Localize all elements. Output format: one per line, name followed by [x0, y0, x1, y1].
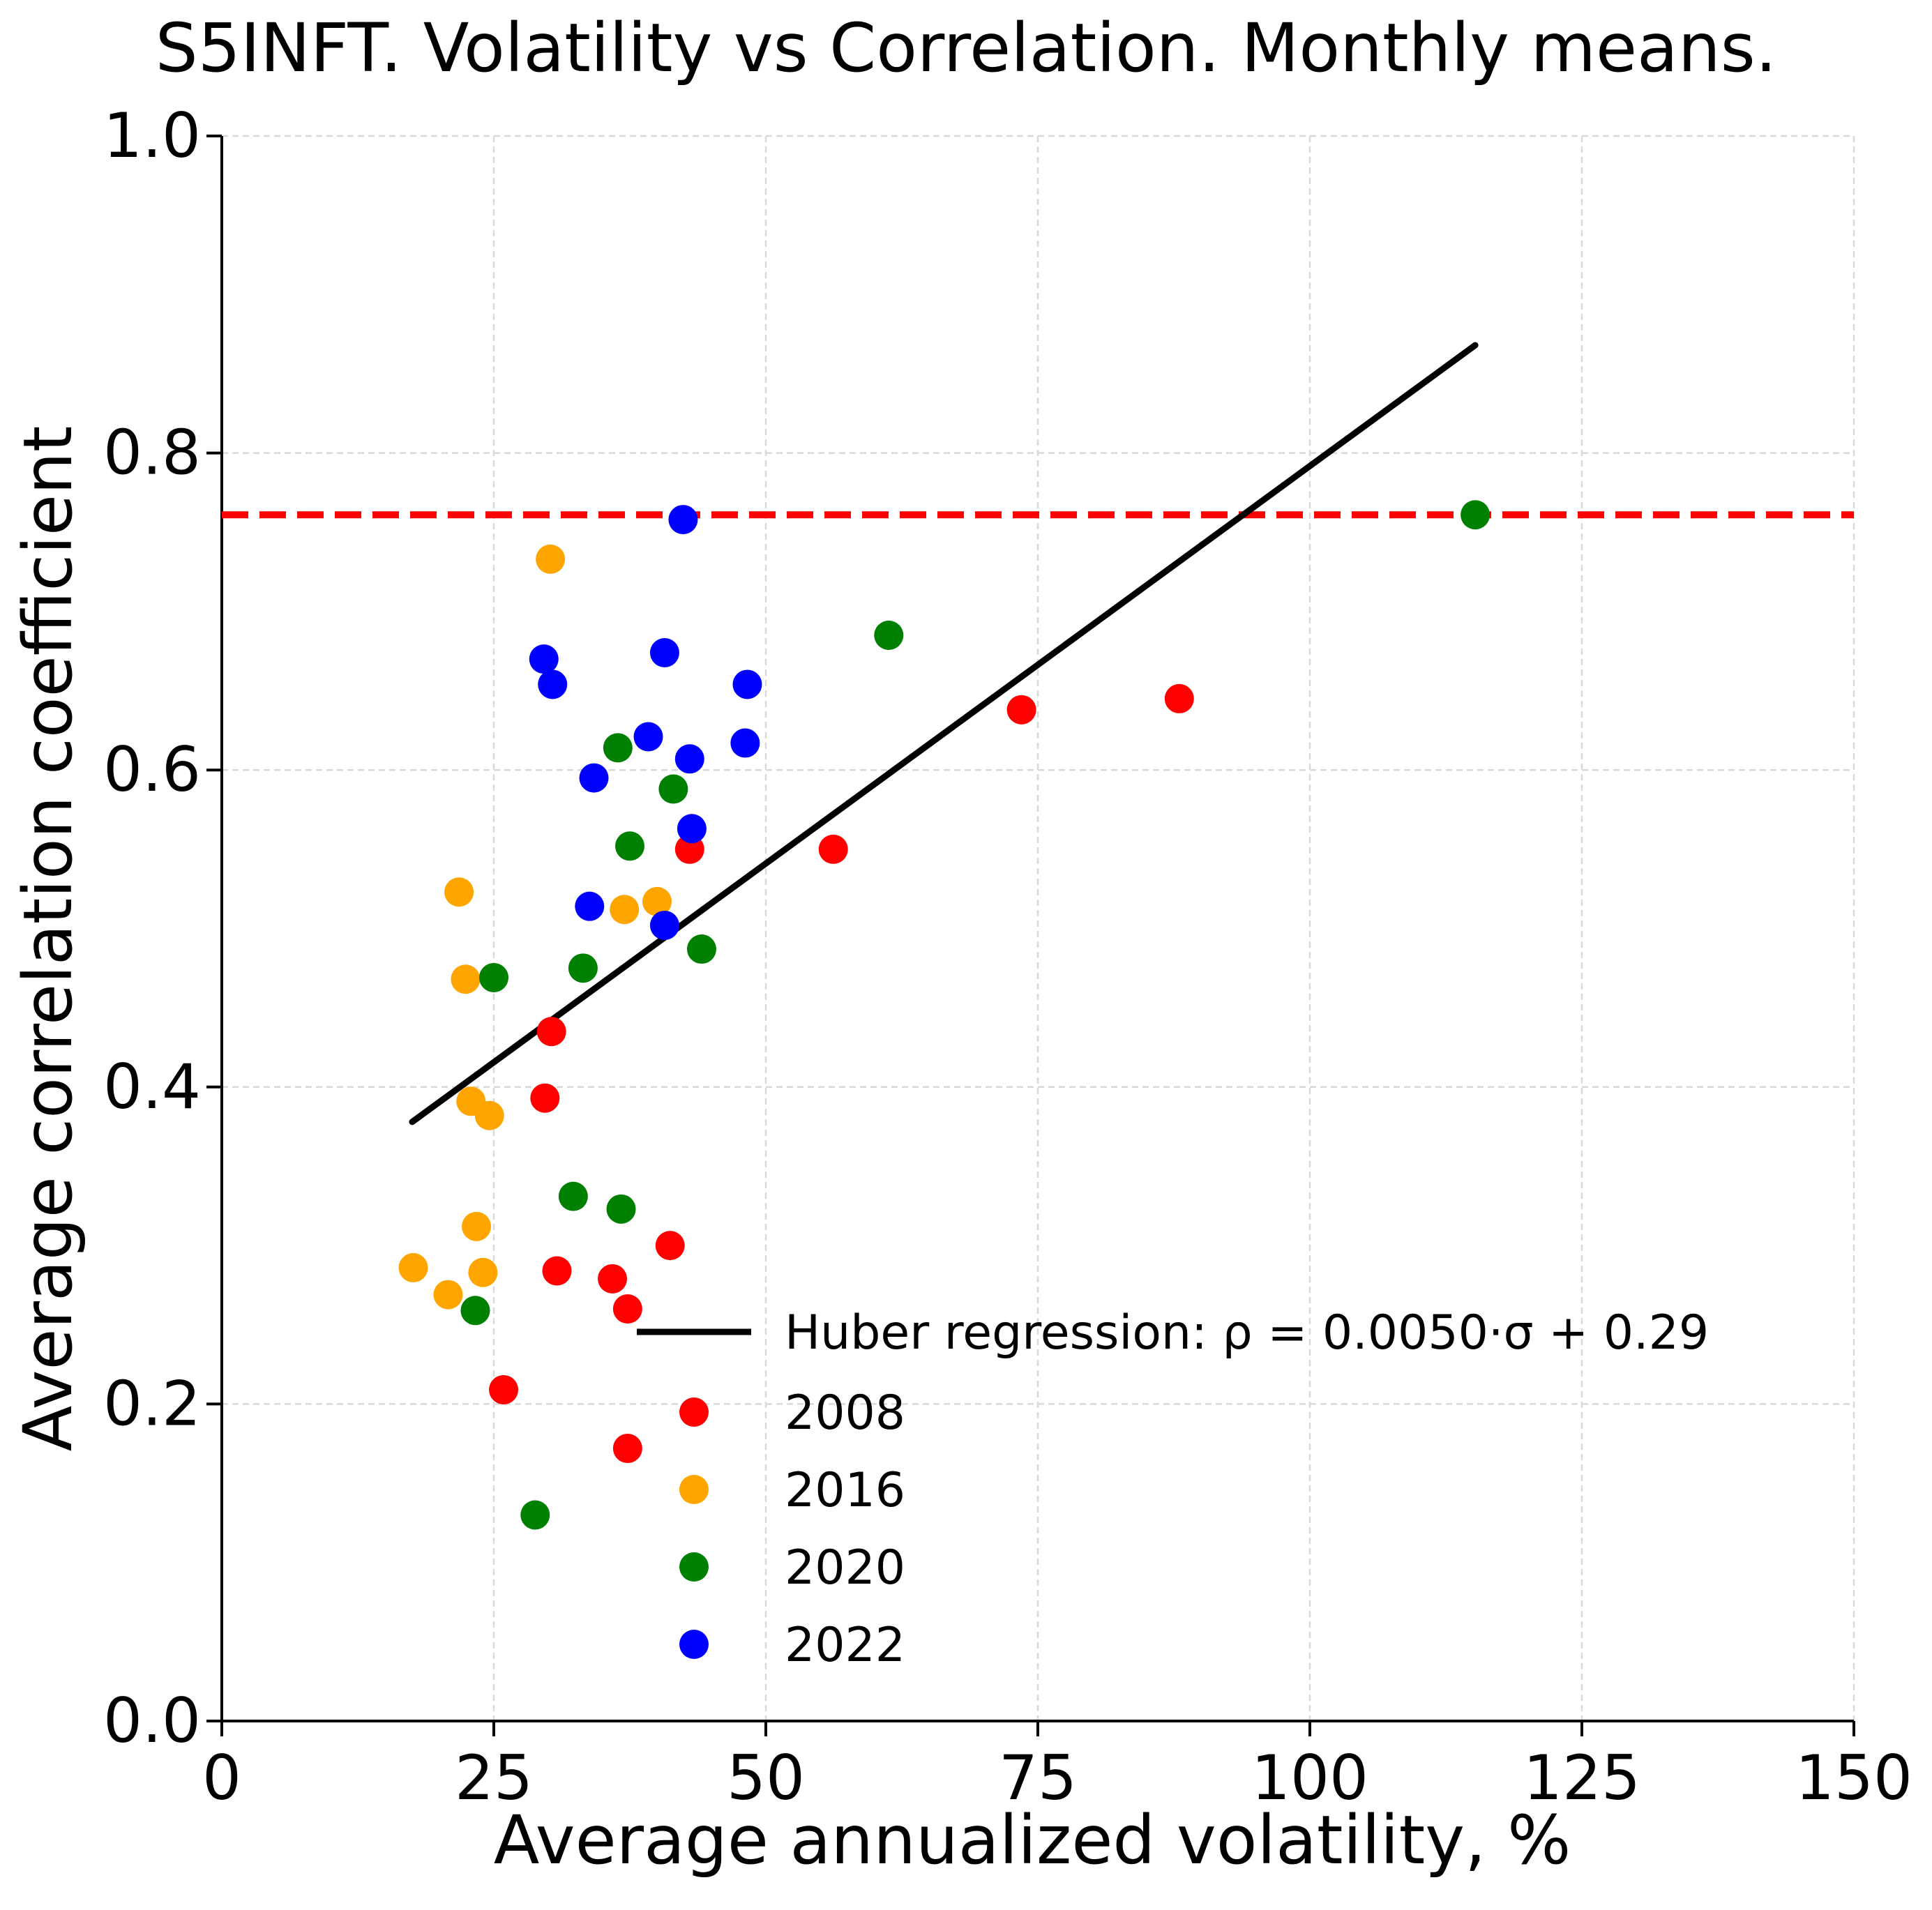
x-tick-label: 25: [455, 1742, 533, 1814]
legend-marker-2020: [679, 1552, 709, 1582]
data-point-2022: [575, 891, 605, 921]
regression-line: [409, 342, 1479, 1125]
y-tick-label: 0.8: [103, 417, 201, 489]
grid-lines: [220, 135, 1855, 1722]
data-point-2016: [642, 886, 672, 916]
data-point-2022: [633, 722, 663, 752]
y-axis-label: Average correlation coefficient: [9, 426, 87, 1452]
data-point-2022: [529, 644, 559, 674]
data-point-2020: [568, 953, 598, 983]
data-point-2022: [730, 728, 760, 758]
data-point-2022: [579, 763, 609, 793]
y-tick-label: 1.0: [103, 100, 201, 172]
series-2020: [460, 500, 1490, 1530]
data-point-2020: [615, 831, 644, 861]
data-point-2016: [462, 1211, 492, 1241]
axes-spines: [220, 136, 1854, 1722]
data-point-2008: [612, 1294, 642, 1324]
data-point-2022: [674, 744, 704, 774]
data-point-2008: [818, 834, 848, 864]
data-point-2020: [520, 1500, 550, 1530]
y-tick-labels: 0.0 0.2 0.4 0.6 0.8 1.0: [103, 100, 201, 1757]
legend-marker-2022: [679, 1630, 709, 1659]
data-point-2016: [474, 1100, 504, 1130]
data-point-2008: [1164, 683, 1194, 713]
regression-line-layer: [409, 342, 1479, 1125]
data-point-2022: [649, 637, 679, 667]
data-point-2016: [451, 964, 481, 994]
axis-ticks: [206, 135, 1855, 1736]
scatter-points: [398, 500, 1490, 1530]
data-point-2020: [460, 1296, 490, 1326]
data-point-2020: [658, 774, 688, 804]
legend-regression-label: Huber regression: ρ = 0.0050·σ + 0.29: [785, 1305, 1709, 1361]
y-tick-label: 0.4: [103, 1051, 201, 1123]
x-tick-label: 75: [999, 1742, 1077, 1814]
legend-label-2020: 2020: [785, 1540, 905, 1596]
x-tick-label: 150: [1795, 1742, 1912, 1814]
data-point-2016: [468, 1257, 498, 1287]
data-point-2008: [489, 1374, 519, 1404]
data-point-2020: [479, 962, 508, 992]
data-point-2016: [610, 895, 640, 925]
data-point-2016: [536, 544, 566, 574]
data-point-2008: [598, 1264, 628, 1294]
x-tick-label: 100: [1251, 1742, 1368, 1814]
data-point-2008: [530, 1083, 560, 1113]
data-point-2008: [542, 1256, 572, 1286]
y-tick-label: 0.2: [103, 1367, 201, 1439]
legend: Huber regression: ρ = 0.0050·σ + 0.29 200…: [637, 1305, 1709, 1673]
x-axis-label: Average annualized volatility, %: [494, 1801, 1571, 1879]
data-point-2008: [536, 1017, 566, 1047]
data-point-2020: [558, 1181, 588, 1211]
x-tick-label: 50: [727, 1742, 805, 1814]
data-point-2020: [606, 1194, 636, 1224]
data-point-2020: [603, 733, 633, 763]
data-point-2020: [1461, 500, 1490, 530]
legend-marker-2008: [679, 1397, 709, 1427]
data-point-2022: [649, 910, 679, 940]
data-point-2022: [732, 669, 762, 699]
chart-title: S5INFT. Volatility vs Correlation. Month…: [156, 9, 1776, 87]
x-tick-labels: 0 25 50 75 100 125 150: [202, 1742, 1912, 1814]
y-tick-label: 0.6: [103, 734, 201, 805]
data-point-2016: [444, 877, 474, 907]
legend-label-2022: 2022: [785, 1618, 905, 1673]
data-point-2020: [686, 934, 716, 964]
legend-label-2008: 2008: [785, 1386, 905, 1441]
series-2022: [529, 505, 762, 940]
data-point-2020: [874, 620, 904, 650]
data-point-2008: [655, 1231, 685, 1261]
legend-marker-2016: [679, 1475, 709, 1504]
series-2016: [398, 544, 672, 1310]
data-point-2022: [677, 814, 707, 844]
data-point-2016: [398, 1252, 428, 1282]
data-point-2022: [668, 505, 698, 535]
y-tick-label: 0.0: [103, 1685, 201, 1757]
data-point-2016: [433, 1280, 463, 1310]
legend-label-2016: 2016: [785, 1463, 905, 1518]
x-tick-label: 125: [1523, 1742, 1640, 1814]
x-tick-label: 0: [202, 1742, 241, 1814]
data-point-2022: [538, 669, 568, 699]
series-2008: [489, 683, 1194, 1464]
data-point-2008: [612, 1434, 642, 1464]
data-point-2008: [1006, 695, 1036, 725]
